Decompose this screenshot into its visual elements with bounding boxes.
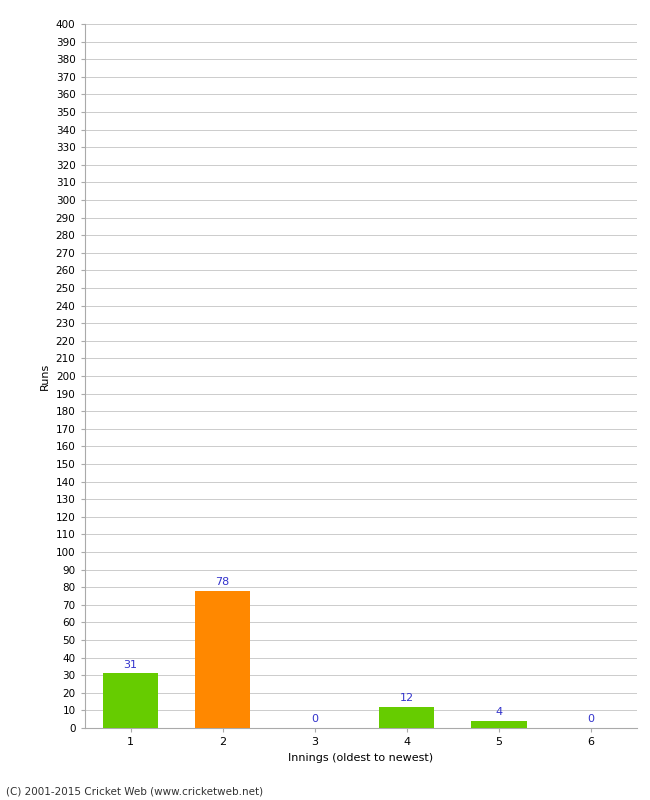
Text: 0: 0 bbox=[311, 714, 318, 725]
Bar bbox=[471, 721, 526, 728]
Text: 4: 4 bbox=[495, 707, 502, 718]
Y-axis label: Runs: Runs bbox=[40, 362, 50, 390]
X-axis label: Innings (oldest to newest): Innings (oldest to newest) bbox=[288, 753, 434, 762]
Text: (C) 2001-2015 Cricket Web (www.cricketweb.net): (C) 2001-2015 Cricket Web (www.cricketwe… bbox=[6, 786, 264, 796]
Text: 12: 12 bbox=[400, 694, 414, 703]
Text: 31: 31 bbox=[124, 660, 138, 670]
Bar bbox=[379, 707, 434, 728]
Text: 78: 78 bbox=[216, 578, 229, 587]
Bar bbox=[195, 590, 250, 728]
Bar bbox=[103, 674, 158, 728]
Text: 0: 0 bbox=[588, 714, 595, 725]
